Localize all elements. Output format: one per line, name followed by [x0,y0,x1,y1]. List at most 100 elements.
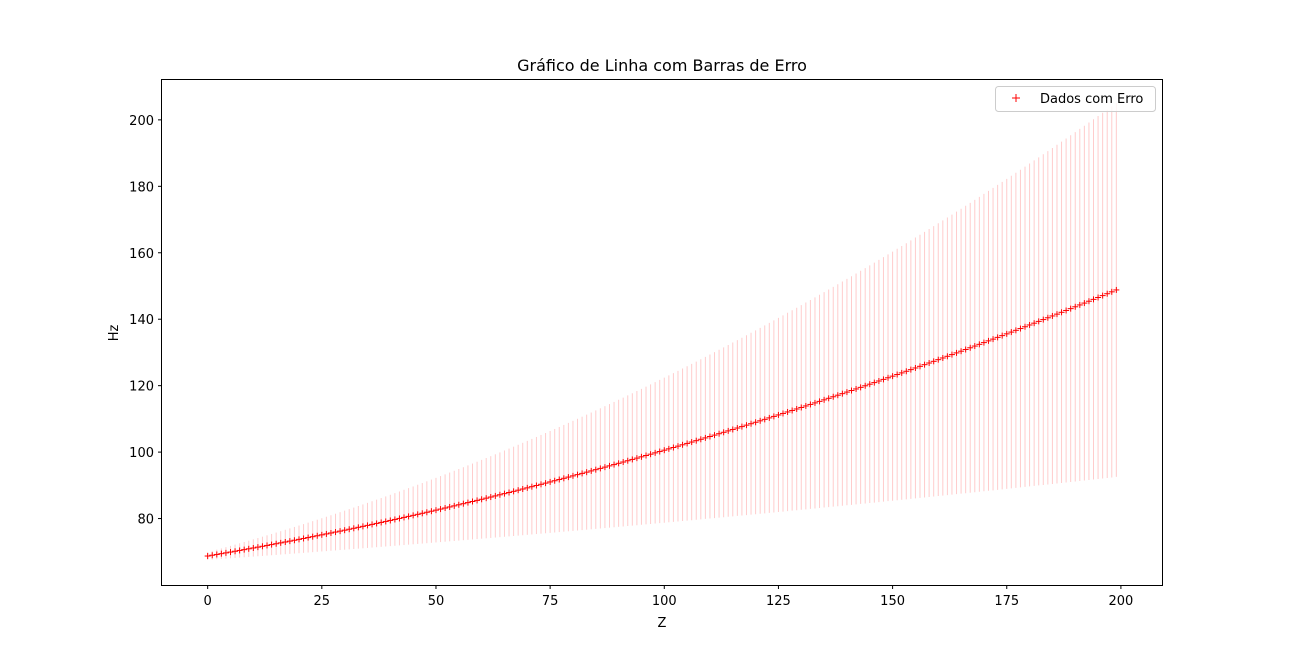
data-point-marker [401,514,408,521]
data-point-marker [524,484,531,491]
data-point-marker [405,513,412,520]
data-point-marker [948,351,955,358]
data-point-marker [551,477,558,484]
data-point-marker [391,516,398,523]
data-point-marker [720,429,727,436]
data-point-marker [926,360,933,367]
x-axis-label: Z [658,616,667,631]
data-point-marker [1058,309,1065,316]
data-point-marker [944,353,951,360]
data-point-marker [688,439,695,446]
data-point-marker [601,464,608,471]
data-point-marker [825,395,832,402]
x-tick-label: 150 [880,594,905,609]
data-point-marker [264,542,271,549]
data-point-marker [848,387,855,394]
data-point-marker [423,509,430,516]
data-point-marker [716,430,723,437]
data-point-marker [711,432,718,439]
data-point-marker [1017,325,1024,332]
data-point-marker [725,427,732,434]
data-point-marker [638,453,645,460]
data-point-marker [903,368,910,375]
data-point-marker [953,349,960,356]
data-point-marker [962,346,969,353]
data-point-marker [889,373,896,380]
data-point-marker [670,444,677,451]
data-point-marker [350,525,357,532]
data-point-marker [697,436,704,443]
error-bars [207,102,1117,560]
data-point-marker [218,550,225,557]
data-point-marker [1076,301,1083,308]
data-point-marker [359,523,366,530]
data-point-marker [939,354,946,361]
data-point-marker [793,405,800,412]
data-point-marker [346,526,353,533]
data-point-marker [227,549,234,556]
data-point-marker [757,417,764,424]
data-point-marker [556,476,563,483]
data-point-marker [738,423,745,430]
data-point-marker [606,462,613,469]
data-point-marker [291,537,298,544]
data-point-marker [834,392,841,399]
data-point-marker [1012,327,1019,334]
data-point-marker [506,489,513,496]
data-point-marker [442,505,449,512]
data-point-marker [565,474,572,481]
data-point-marker [857,384,864,391]
data-point-marker [574,471,581,478]
data-point-marker [492,492,499,499]
data-point-marker [528,483,535,490]
data-point-marker [1022,323,1029,330]
data-point-marker [921,361,928,368]
data-point-marker [784,408,791,415]
data-point-marker [569,472,576,479]
data-point-marker [1044,314,1051,321]
data-point-marker [337,528,344,535]
data-point-marker [474,497,481,504]
x-tick-label: 25 [314,594,331,609]
data-point-marker [300,535,307,542]
data-point-marker [455,501,462,508]
data-point-marker [355,524,362,531]
data-point-marker [1008,329,1015,336]
data-point-marker [980,339,987,346]
data-point-marker [665,445,672,452]
x-tick-label: 175 [994,594,1019,609]
data-point-marker [880,376,887,383]
data-point-marker [519,486,526,493]
data-point-marker [451,502,458,509]
data-point-marker [1067,305,1074,312]
data-point-marker [318,531,325,538]
data-point-marker [588,467,595,474]
data-point-marker [1081,300,1088,307]
data-point-marker [802,402,809,409]
data-point-marker [254,544,261,551]
data-point-marker [583,469,590,476]
data-point-marker [533,482,540,489]
data-point-marker [209,552,216,559]
data-point-marker [971,343,978,350]
data-point-marker [615,460,622,467]
data-point-marker [652,449,659,456]
data-point-marker [702,434,709,441]
data-point-marker [930,358,937,365]
data-point-marker [414,511,421,518]
data-point-marker [222,549,229,556]
data-point-marker [1085,298,1092,305]
data-point-marker [446,503,453,510]
data-point-marker [912,364,919,371]
data-point-marker [547,478,554,485]
data-point-marker [706,433,713,440]
data-point-marker [916,363,923,370]
data-point-marker [1053,311,1060,318]
x-tick-label: 125 [766,594,791,609]
data-point-marker [907,366,914,373]
data-point-marker [277,539,284,546]
legend: Dados com Erro [995,86,1156,112]
data-point-marker [369,521,376,528]
data-point-marker [798,404,805,411]
legend-label-dados-com-erro: Dados com Erro [1040,92,1143,107]
